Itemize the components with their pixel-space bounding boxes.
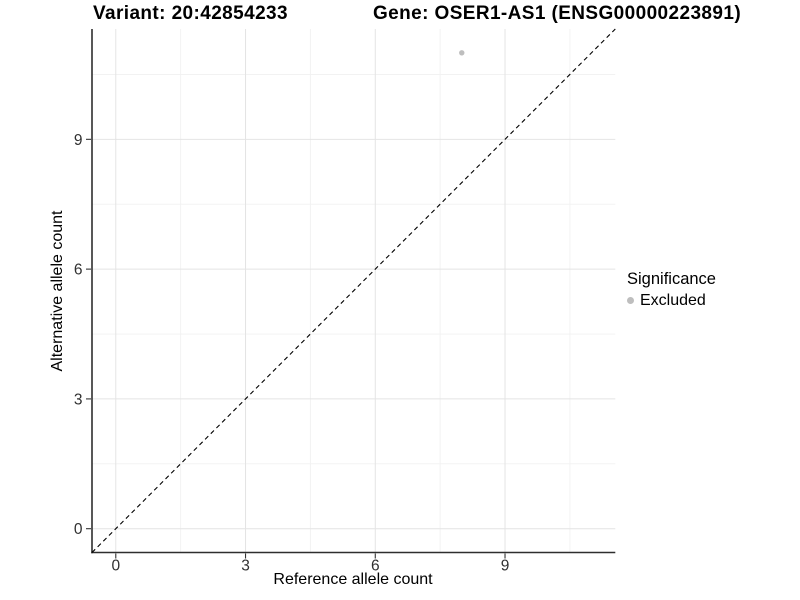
scatter-point [459,50,465,56]
plot-title-variant: Variant: 20:42854233 [93,3,288,24]
x-tick-label: 0 [111,558,120,575]
excluded-point-icon [627,297,634,305]
axis-tick-labels: 0 3 6 9 0 3 6 9 [74,132,509,575]
identity-dashed-line [91,28,616,553]
x-tick-label: 3 [241,558,250,575]
x-tick-label: 9 [501,558,510,575]
identity-line [91,28,616,553]
axis-lines [91,29,616,554]
plot-title-gene: Gene: OSER1-AS1 (ENSG00000223891) [373,3,742,24]
gridlines-major [92,29,616,553]
y-tick-label: 3 [74,391,83,408]
legend-title: Significance [627,270,716,288]
y-axis-title: Alternative allele count [49,210,66,372]
legend: Significance Excluded [627,270,716,310]
y-tick-label: 0 [74,521,83,538]
legend-item-label: Excluded [640,291,706,309]
data-points [459,50,465,56]
x-axis-title: Reference allele count [273,571,433,588]
y-tick-label: 9 [74,132,83,149]
gridlines-minor [92,29,616,553]
y-tick-label: 6 [74,262,83,279]
axis-tick-marks [86,138,506,559]
legend-item-excluded: Excluded [627,292,716,310]
x-tick-label: 6 [371,558,380,575]
